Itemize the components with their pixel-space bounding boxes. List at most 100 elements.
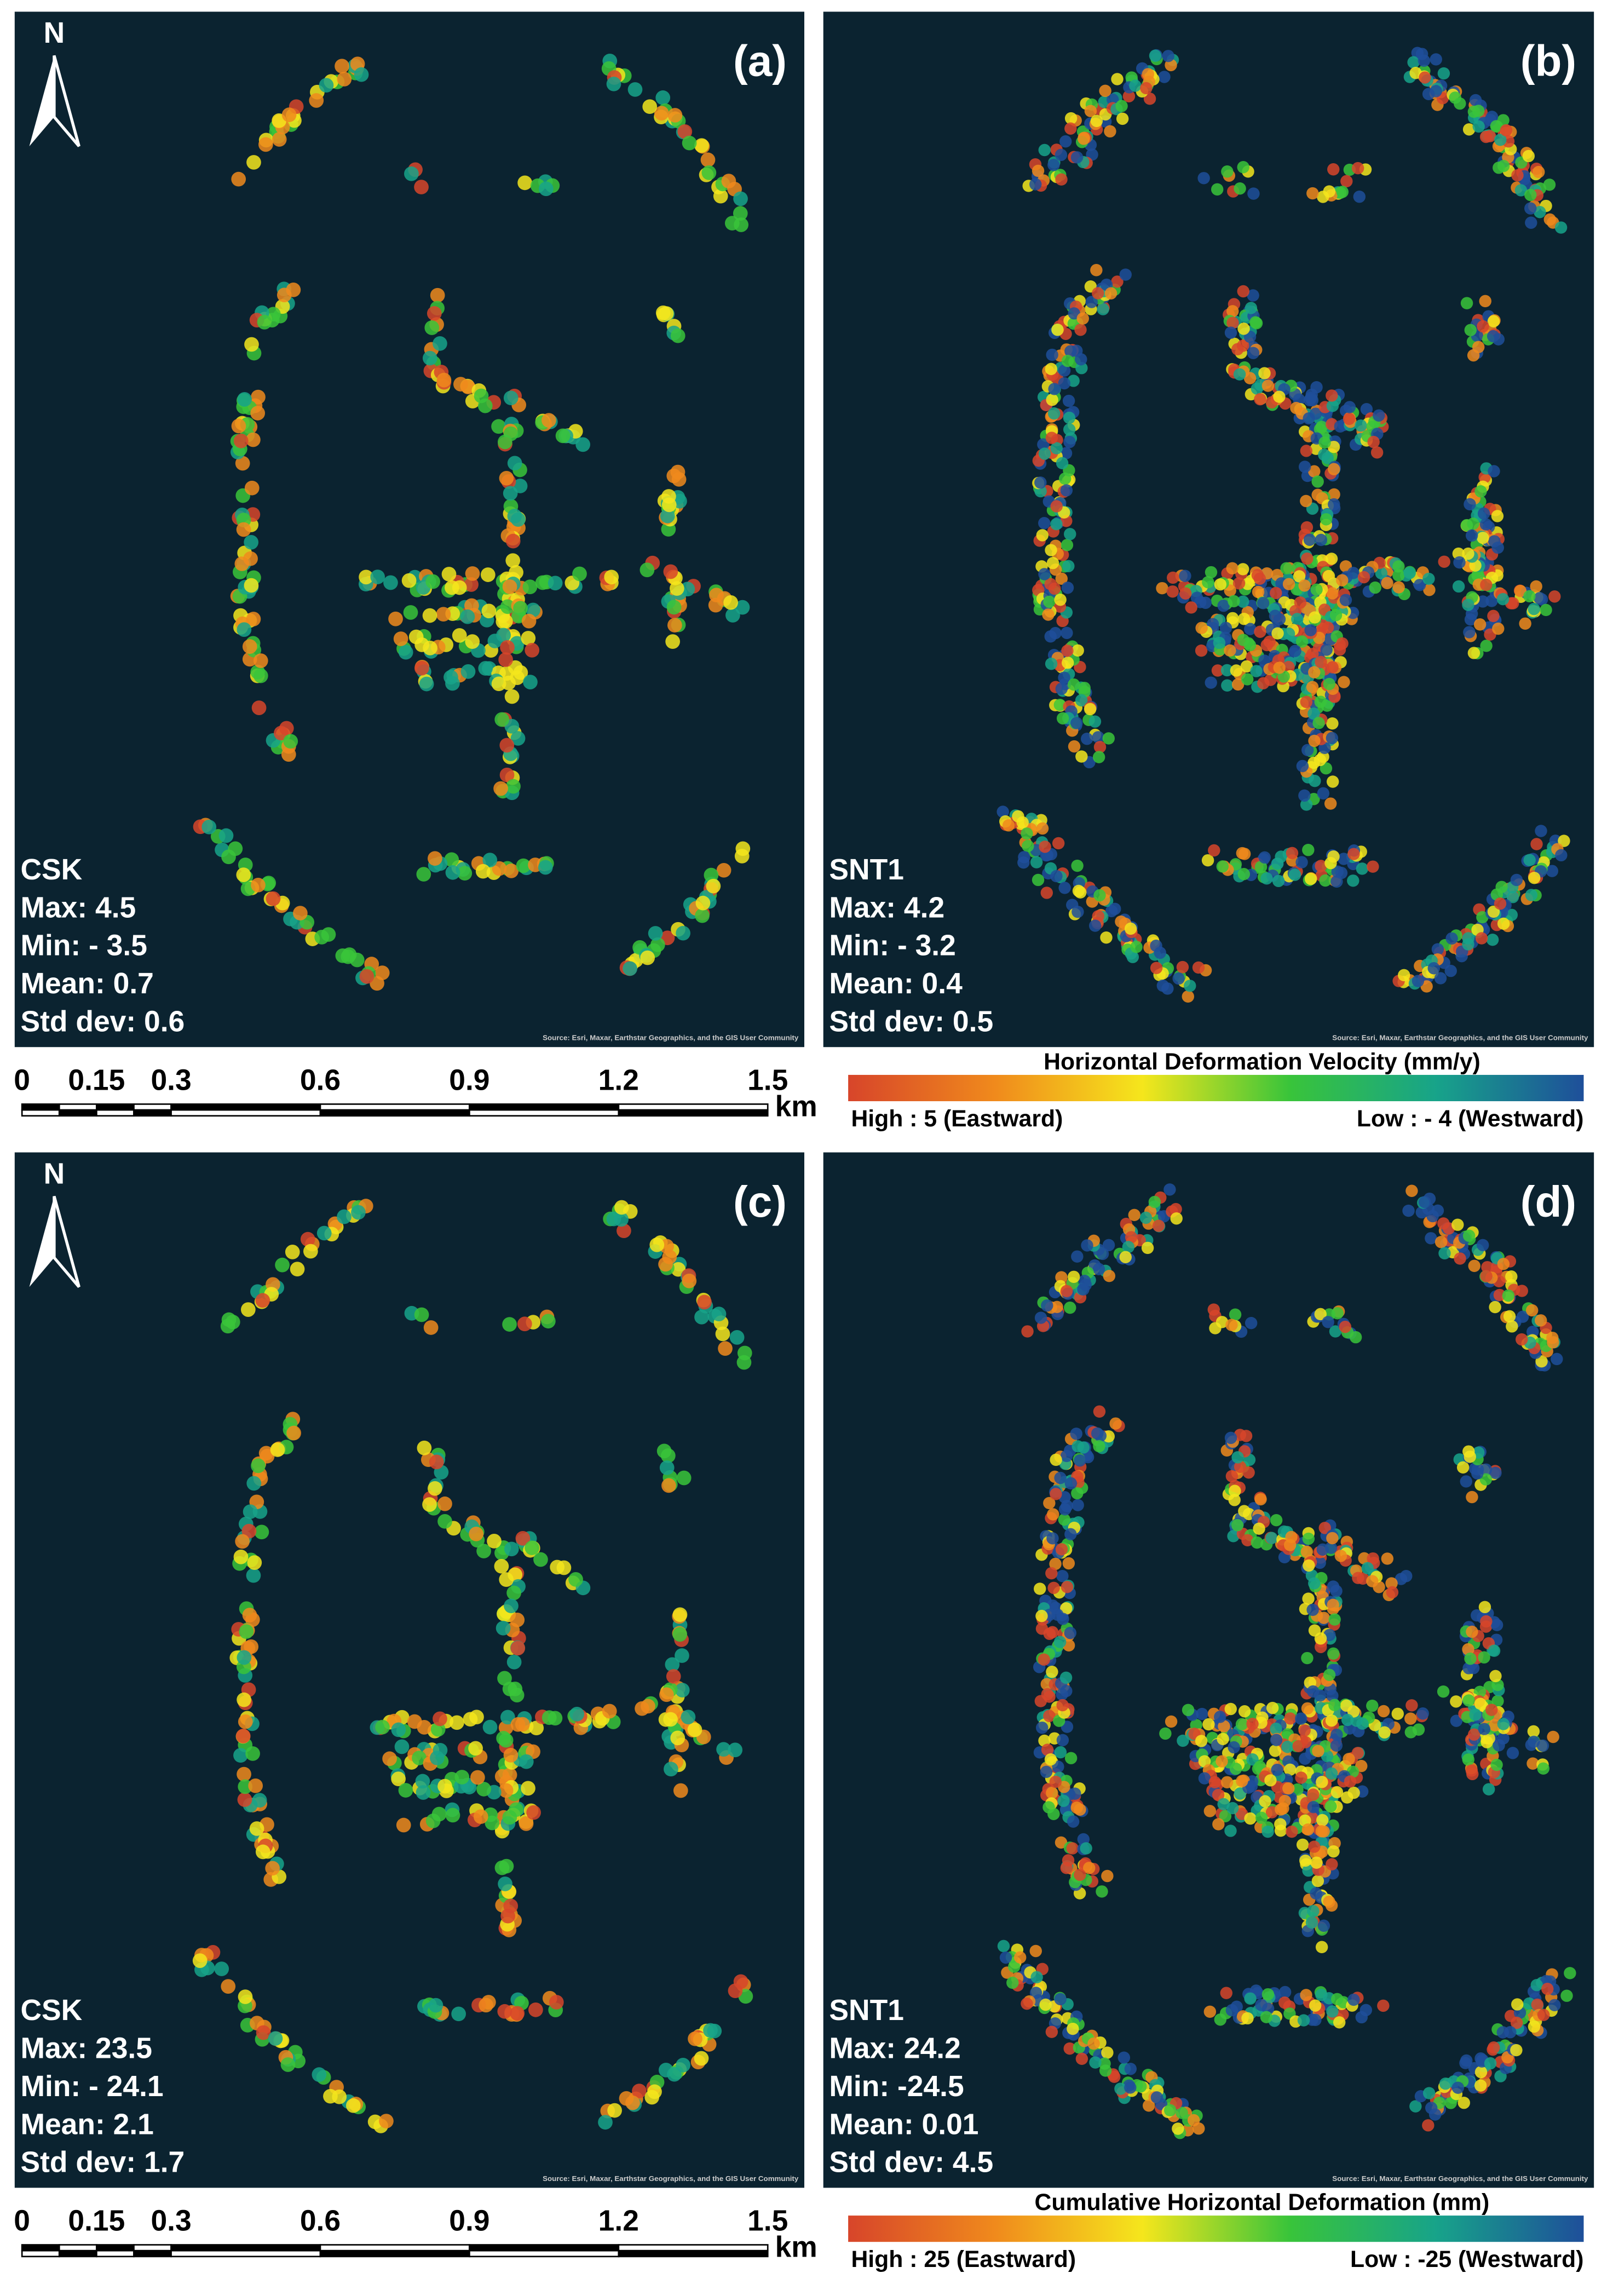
ps-point [1355,419,1367,432]
ps-point [1224,1825,1237,1837]
ps-point [660,508,675,523]
ps-point [1002,819,1015,832]
ps-point [663,1712,678,1727]
ps-point [499,470,514,486]
scale-segment [58,1109,97,1117]
ps-point [1311,475,1324,488]
ps-point [1249,316,1262,329]
ps-point [1166,585,1179,598]
ps-point [469,1526,484,1541]
ps-point [244,578,259,593]
ps-point [1467,105,1480,118]
map-panel: (b) SNT1 Max: 4.2 Min: - 3.2 Mean: 0.4 Std de… [823,11,1594,1048]
ps-point [1283,1539,1297,1551]
ps-point [1307,707,1320,720]
ps-point [1274,1818,1287,1831]
ps-point [1245,1316,1258,1330]
ps-point [1176,960,1189,974]
ps-point [244,337,259,352]
ps-point [337,72,352,87]
ps-point [1469,1708,1482,1721]
ps-point [1327,163,1340,176]
ps-point [1438,1247,1451,1260]
ps-point [704,867,719,883]
ps-point [734,217,748,232]
ps-point [1046,1532,1059,1545]
ps-point [1246,1718,1259,1730]
ps-point [496,628,511,643]
ps-point [598,2115,613,2130]
source-credit: Source: Esri, Maxar, Earthstar Geographi… [1332,2174,1588,2183]
ps-point [1038,1653,1050,1666]
scale-tick-label: 1.5 [747,1064,788,1096]
ps-point [1064,1528,1077,1541]
ps-point [1471,1467,1484,1480]
ps-point [1084,105,1097,117]
ps-point [1528,872,1541,884]
ps-point [1472,120,1485,133]
ps-point [568,1572,583,1587]
ps-point [1416,1707,1429,1720]
ps-point [1503,1310,1516,1323]
ps-point [1271,627,1284,640]
ps-point [1197,172,1210,185]
ps-point [1286,1825,1298,1838]
legend-low: Low : -25 (Westward) [1350,2246,1583,2272]
ps-point [1043,1710,1056,1723]
ps-point [468,1741,483,1756]
ps-point [1220,664,1234,677]
ps-point [1047,1508,1059,1521]
ps-point [1479,1473,1493,1486]
ps-point [496,1620,511,1636]
ps-point [1075,750,1088,763]
stat-line: Min: - 24.1 [20,2070,163,2103]
ps-point [1336,186,1349,198]
ps-point [670,1730,685,1746]
ps-point [414,180,429,194]
ps-point [1165,1715,1178,1728]
ps-point [1314,1308,1327,1321]
ps-point [1058,671,1070,684]
ps-point [1064,1752,1078,1764]
scale-tick-label: 0.6 [300,1064,341,1096]
ps-point [716,1742,731,1757]
ps-point [1257,677,1270,689]
ps-point [1224,644,1236,657]
ps-point [1405,1184,1418,1197]
ps-point [1064,122,1077,135]
ps-point [1061,539,1074,551]
ps-point [1050,500,1063,513]
ps-point [375,1719,390,1735]
scale-unit: km [775,2231,817,2264]
ps-point [337,1209,352,1224]
ps-point [1523,590,1536,603]
ps-point [1104,125,1116,138]
ps-point [1054,1993,1067,2006]
ps-point [457,866,473,881]
ps-point [235,1534,250,1549]
ps-point [1381,1552,1394,1565]
ps-point [266,891,281,906]
scale-segment [58,2249,97,2258]
ps-point [1327,1845,1340,1858]
ps-point [1480,1615,1493,1628]
ps-point [1293,570,1306,583]
ps-point [1291,1783,1304,1796]
scale-tick-label: 0.3 [151,1064,191,1096]
ps-point [1075,694,1088,707]
ps-point [1202,1718,1215,1731]
ps-point [246,1476,262,1491]
scale-segment [170,2249,321,2258]
ps-point [1343,401,1356,413]
ps-point [1321,621,1334,634]
ps-point [1321,699,1333,712]
ps-point [625,2095,640,2110]
ps-point [345,2098,361,2113]
ps-point [1505,908,1518,922]
ps-point [1050,870,1063,883]
ps-point [332,2089,347,2104]
ps-point [424,320,440,335]
ps-point [1304,624,1317,637]
ps-point [1340,175,1353,188]
ps-point [491,676,506,692]
